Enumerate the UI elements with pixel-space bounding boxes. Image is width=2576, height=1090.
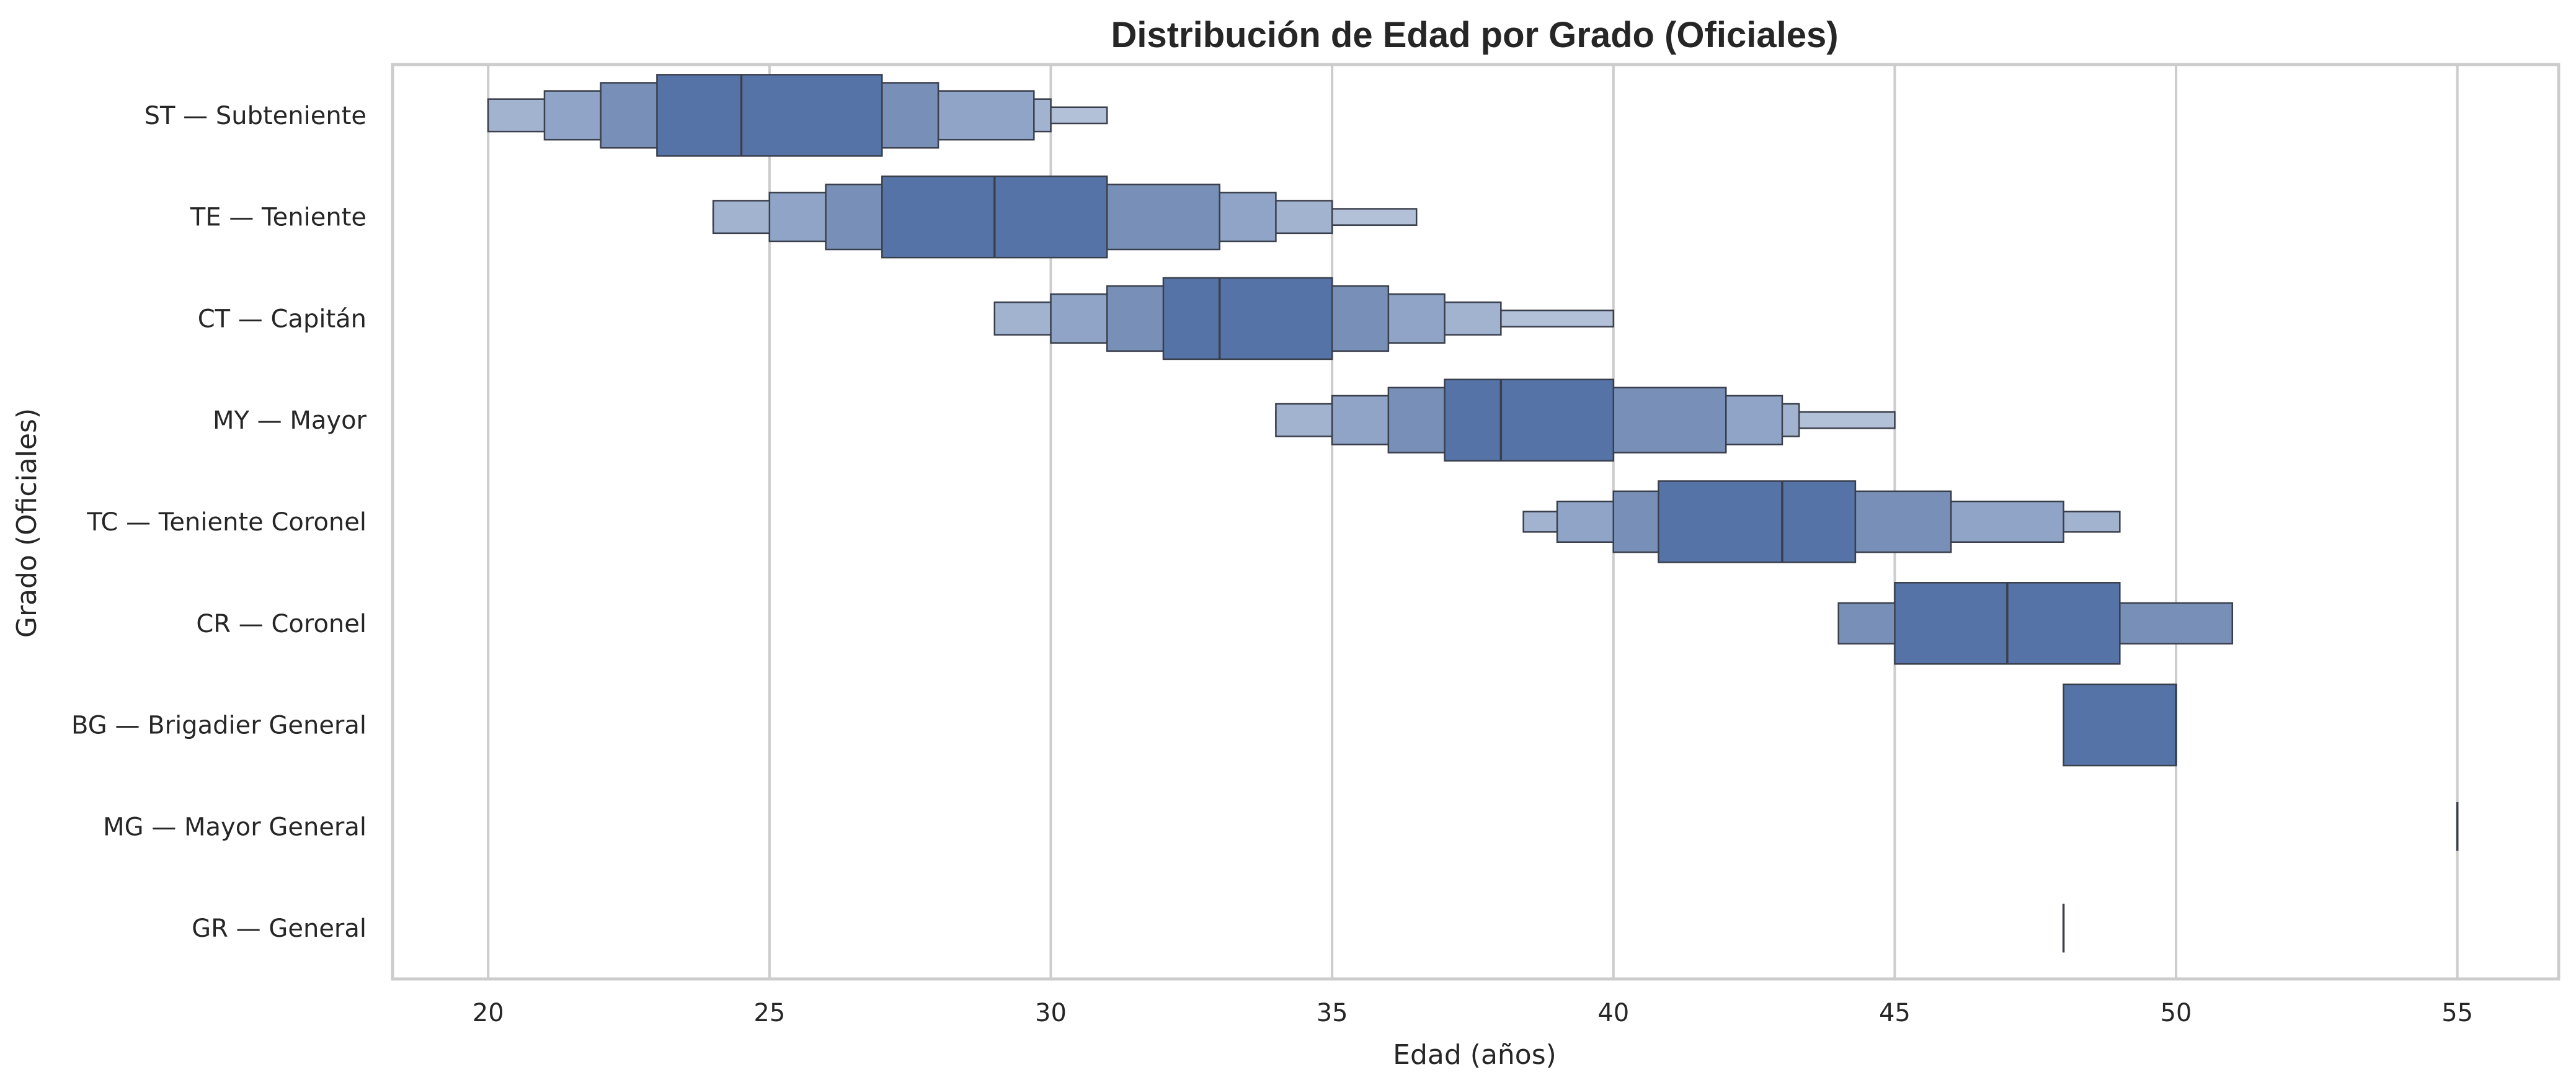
y-tick-label: TE — Teniente	[190, 203, 366, 232]
boxen-level-box	[2063, 683, 2177, 767]
x-tick-label: 30	[1035, 999, 1067, 1027]
y-tick-label: CT — Capitán	[198, 305, 366, 333]
x-tick-label: 40	[1597, 999, 1629, 1027]
x-tick-label: 45	[1879, 999, 1911, 1027]
x-axis-label: Edad (años)	[1393, 1039, 1557, 1071]
x-tick-label: 55	[2441, 999, 2473, 1027]
x-tick-label: 35	[1317, 999, 1348, 1027]
y-axis-label: Grado (Oficiales)	[11, 408, 43, 638]
chart-title: Distribución de Edad por Grado (Oficiale…	[1111, 15, 1838, 55]
y-tick-label: BG — Brigadier General	[71, 712, 366, 740]
boxen-level-box	[656, 74, 883, 157]
x-tick-label: 25	[753, 999, 785, 1027]
boxen-series	[487, 74, 2459, 953]
y-tick-label: TC — Teniente Coronel	[86, 508, 366, 537]
boxen-level-box	[1162, 277, 1333, 360]
y-tick-label: MY — Mayor	[213, 406, 367, 435]
y-tick-label: ST — Subteniente	[144, 102, 366, 130]
y-tick-label: CR — Coronel	[196, 610, 366, 638]
x-tick-labels: 20 25 30 35 40 45 50 55	[473, 999, 2473, 1027]
y-tick-label: GR — General	[192, 914, 366, 943]
x-tick-label: 20	[473, 999, 504, 1027]
x-tick-label: 50	[2161, 999, 2192, 1027]
boxen-level-box	[1444, 378, 1615, 462]
boxen-level-box	[1658, 480, 1857, 563]
plot-frame	[391, 63, 2560, 981]
y-tick-labels: ST — Subteniente TE — Teniente CT — Capitá…	[71, 102, 367, 943]
y-tick-label: MG — Mayor General	[103, 813, 366, 841]
